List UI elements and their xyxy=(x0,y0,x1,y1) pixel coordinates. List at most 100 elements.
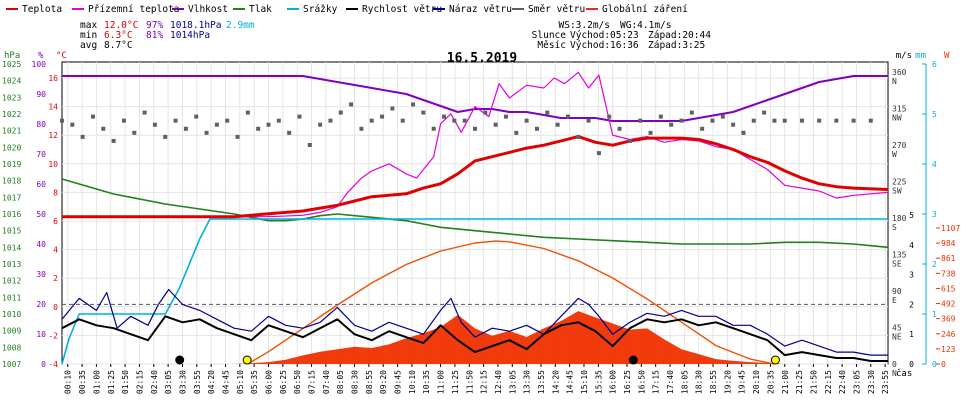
stats-humidity: 97% xyxy=(146,20,163,31)
axis-tick-solar: 738 xyxy=(941,269,956,278)
legend-label: Rychlost větru xyxy=(362,4,442,15)
wind-direction-point xyxy=(473,126,477,131)
x-tick-label: 10:35 xyxy=(422,370,431,394)
axis-tick-direction: 270 xyxy=(892,141,907,150)
wind-direction-point xyxy=(555,122,560,127)
x-tick-label: 18:55 xyxy=(709,370,718,394)
axis-tick-hpa: 1023 xyxy=(2,93,21,102)
info-moon-set: Západ:3:25 xyxy=(648,40,705,51)
wind-direction-point xyxy=(483,110,488,115)
wind-direction-point xyxy=(235,134,240,139)
axis-tick-rain: 0 xyxy=(932,360,937,369)
x-tick-label: 01:00 xyxy=(92,370,101,394)
x-tick-label: 23:05 xyxy=(852,370,861,394)
axis-tick-rain: 5 xyxy=(932,110,937,119)
axis-tick-direction-label: E xyxy=(892,296,897,305)
x-tick-label: 03:30 xyxy=(178,370,187,394)
legend-label: Vlhkost xyxy=(188,4,228,15)
wind-direction-point xyxy=(245,110,250,115)
series-solar-theoretical xyxy=(247,240,775,365)
wind-direction-point xyxy=(390,106,395,111)
x-tick-label: 11:00 xyxy=(437,370,446,394)
legend-label: Náraz větru xyxy=(449,4,512,15)
wind-direction-point xyxy=(524,118,529,123)
x-tick-label: 09:20 xyxy=(379,370,388,394)
wind-direction-point xyxy=(132,130,137,135)
astro-info-block: WS:3.2m/s WG:4.1m/s Slunce Východ:05:23 Zápa… xyxy=(532,20,712,51)
wind-direction-point xyxy=(163,134,168,139)
axis-tick-solar: 1107 xyxy=(941,224,960,233)
wind-direction-point xyxy=(782,118,787,123)
x-tick-label: 20:10 xyxy=(752,370,761,394)
wind-direction-point xyxy=(183,126,188,131)
wind-direction-point xyxy=(421,110,426,115)
wind-direction-point xyxy=(689,110,694,115)
axis-tick-temperature: 16 xyxy=(48,74,58,83)
wind-direction-point xyxy=(101,126,106,131)
axis-tick-direction-label: N xyxy=(892,369,897,378)
x-tick-label: 13:30 xyxy=(523,370,532,394)
axis-tick-speed: 0 xyxy=(909,360,914,369)
axis-tick-hpa: 1015 xyxy=(2,227,21,236)
legend-label: Směr větru xyxy=(528,4,585,15)
legend-label: Srážky xyxy=(303,4,338,15)
axis-tick-hpa: 1010 xyxy=(2,310,21,319)
axis-tick-hpa: 1012 xyxy=(2,277,21,286)
axis-tick-rain: 1 xyxy=(932,310,937,319)
axis-tick-humidity: 60 xyxy=(36,180,46,189)
axis-tick-humidity: 20 xyxy=(36,300,46,309)
x-tick-label: 20:35 xyxy=(766,370,775,394)
axis-tick-hpa: 1017 xyxy=(2,193,21,202)
axis-tick-humidity: 0 xyxy=(41,360,46,369)
axis-tick-solar: 615 xyxy=(941,284,956,293)
axis-tick-temperature: 0 xyxy=(53,303,58,312)
wind-direction-point xyxy=(411,102,416,107)
x-tick-label: 00:10 xyxy=(64,370,73,394)
axis-tick-hpa: 1021 xyxy=(2,127,21,136)
plot-frame xyxy=(61,61,889,365)
axis-tick-hpa: 1007 xyxy=(2,360,21,369)
chart-legend: Teplota Přízemní teplota Vlhkost Tlak Srážky… xyxy=(6,4,688,15)
info-moon: Měsíc xyxy=(537,40,566,51)
axis-tick-solar: 492 xyxy=(941,300,956,309)
wind-direction-point xyxy=(338,110,343,115)
wind-direction-point xyxy=(204,130,209,135)
wind-direction-point xyxy=(817,118,822,123)
axis-tick-speed: 3 xyxy=(909,271,914,280)
axis-tick-rain: 4 xyxy=(932,160,937,169)
x-tick-label: 04:20 xyxy=(207,370,216,394)
x-tick-label: 05:35 xyxy=(250,370,259,394)
axis-tick-humidity: 90 xyxy=(36,90,46,99)
wind-direction-point xyxy=(287,130,292,135)
wind-direction-point xyxy=(514,130,519,135)
series-humidity xyxy=(62,75,888,122)
x-tick-label: 13:05 xyxy=(508,370,517,394)
x-tick-label: 02:15 xyxy=(135,370,144,394)
axis-tick-direction: 45 xyxy=(892,324,902,333)
axis-tick-hpa: 1008 xyxy=(2,343,21,352)
wind-direction-point xyxy=(493,122,498,127)
axis-tick-rain: 3 xyxy=(932,210,937,219)
wind-direction-point xyxy=(607,114,612,119)
wind-direction-point xyxy=(80,134,85,139)
legend-label: Přízemní teplota xyxy=(88,4,180,15)
x-tick-label: 00:35 xyxy=(78,370,87,394)
axis-tick-humidity: 40 xyxy=(36,240,46,249)
x-tick-label: 23:30 xyxy=(867,370,876,394)
axis-tick-temperature: -4 xyxy=(48,360,58,369)
axis-tick-humidity: 30 xyxy=(36,270,46,279)
wind-direction-point xyxy=(90,114,95,119)
wind-direction-point xyxy=(762,110,767,115)
info-wg: WG:4.1m/s xyxy=(620,20,671,31)
x-axis: 00:10 00:35 01:00 01:25 01:50 02:15 02:40 03:05… xyxy=(64,364,912,394)
stats-temperature: 12.0°C xyxy=(104,20,138,31)
x-tick-label: 12:15 xyxy=(480,370,489,394)
wind-direction-point xyxy=(142,110,147,115)
x-tick-label: 16:00 xyxy=(609,370,618,394)
axis-tick-direction: 180 xyxy=(892,214,907,223)
x-tick-label: 06:25 xyxy=(279,370,288,394)
wind-direction-point xyxy=(173,118,178,123)
axis-tick-temperature: 2 xyxy=(53,274,58,283)
stats-temperature: 8.7°C xyxy=(104,40,133,51)
x-tick-label: 01:50 xyxy=(121,370,130,394)
